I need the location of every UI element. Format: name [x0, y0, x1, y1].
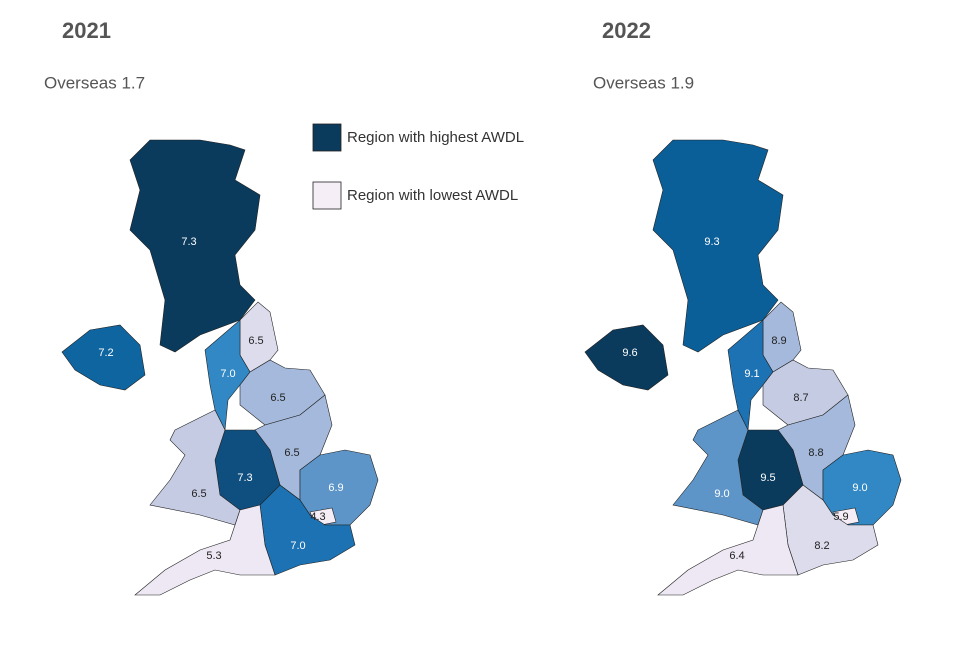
region-value: 6.4: [729, 550, 744, 562]
region: [657, 504, 799, 596]
region-value: 9.0: [852, 482, 867, 494]
region-value: 7.2: [98, 347, 113, 359]
region-value: 7.0: [290, 540, 305, 552]
region-value: 4.3: [310, 511, 325, 523]
region: [204, 319, 251, 432]
region-value: 6.5: [248, 335, 263, 347]
region-value: 9.3: [704, 236, 719, 248]
region-value: 7.3: [181, 236, 196, 248]
region-value: 8.2: [814, 540, 829, 552]
region-value: 9.1: [744, 368, 759, 380]
legend-swatch: [312, 181, 342, 210]
region-value: 6.5: [270, 392, 285, 404]
region-value: 5.3: [206, 550, 221, 562]
overseas-label: Overseas 1.9: [593, 73, 694, 92]
region-value: 6.9: [328, 482, 343, 494]
region-value: 7.3: [237, 472, 252, 484]
region-value: 6.5: [191, 488, 206, 500]
region-value: 9.0: [714, 488, 729, 500]
region-value: 6.5: [284, 447, 299, 459]
map-title: 2022: [602, 18, 651, 43]
region: [727, 319, 774, 432]
region: [134, 504, 276, 596]
map-title: 2021: [62, 18, 111, 43]
region-value: 8.8: [808, 447, 823, 459]
region: [61, 324, 146, 391]
legend-label: Region with lowest AWDL: [347, 187, 518, 204]
region: [584, 324, 669, 391]
region-value: 5.9: [833, 511, 848, 523]
region-value: 8.7: [793, 392, 808, 404]
legend-label: Region with highest AWDL: [347, 129, 524, 146]
region: [652, 139, 784, 353]
region: [129, 139, 261, 353]
region-value: 7.0: [220, 368, 235, 380]
region-value: 8.9: [771, 335, 786, 347]
region-value: 9.6: [622, 347, 637, 359]
overseas-label: Overseas 1.7: [44, 73, 145, 92]
legend-swatch: [312, 123, 342, 152]
region-value: 9.5: [760, 472, 775, 484]
